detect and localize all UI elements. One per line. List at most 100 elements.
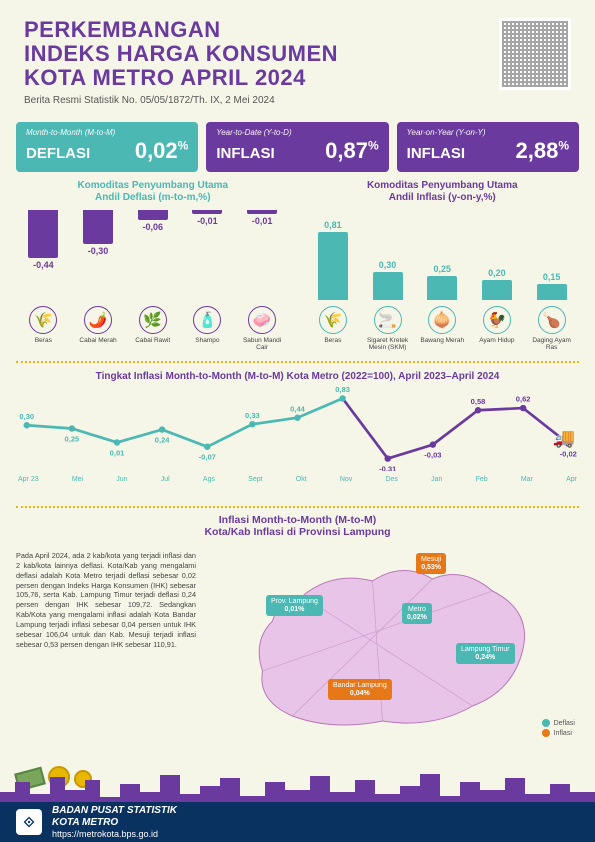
map-marker: Lampung Timur0,24% <box>456 643 515 664</box>
commodity-item: 🧼 Sabun Mandi Cair <box>240 306 284 351</box>
bar-value: -0,44 <box>33 260 54 270</box>
footer-org: BADAN PUSAT STATISTIK <box>52 805 177 816</box>
footer-org2: KOTA METRO <box>52 817 118 828</box>
bar-value: -0,30 <box>88 246 109 256</box>
title-line1: PERKEMBANGAN <box>24 18 571 42</box>
kpi-label: Year-to-Date (Y-to-D) <box>216 128 378 137</box>
svg-text:0,83: 0,83 <box>335 386 350 394</box>
kpi-name: INFLASI <box>216 145 274 162</box>
kpi-card: Year-to-Date (Y-to-D) INFLASI 0,87% <box>206 122 388 172</box>
map-wrap: Mesuji0,53% Prov. Lampung0,01% Metro0,02% L… <box>206 551 579 741</box>
kpi-name: INFLASI <box>407 145 465 162</box>
svg-text:0,24: 0,24 <box>155 435 170 444</box>
month-label: Jan <box>431 476 442 483</box>
footer: ⟐ BADAN PUSAT STATISTIK KOTA METRO https… <box>0 802 595 842</box>
bar-value: 0,15 <box>543 272 561 282</box>
kpi-value: 0,02% <box>135 138 189 164</box>
bar-value: -0,06 <box>142 222 163 232</box>
svg-text:0,33: 0,33 <box>245 411 260 420</box>
month-label: Mar <box>521 476 533 483</box>
bar-item: -0,01 <box>185 210 229 226</box>
bar-rect <box>482 280 512 300</box>
month-label: Okt <box>296 476 307 483</box>
subtitle: Berita Resmi Statistik No. 05/05/1872/Th… <box>24 95 571 106</box>
commodity-item: 🍗 Daging Ayam Ras <box>530 306 574 351</box>
map-marker: Mesuji0,53% <box>416 553 446 574</box>
kpi-label: Month-to-Month (M-to-M) <box>26 128 188 137</box>
legend-label: Inflasi <box>554 730 572 737</box>
kpi-value: 0,87% <box>325 138 379 164</box>
linechart-svg: 0,300,250,010,24-0,070,330,440,83-0,31-0… <box>16 386 579 471</box>
bar-value: -0,01 <box>197 216 218 226</box>
bar-rect <box>28 210 58 258</box>
commodity-label: Daging Ayam Ras <box>530 337 574 351</box>
commodity-label: Shampo <box>195 337 219 344</box>
month-label: Apr <box>566 476 577 483</box>
inflasi-title: Komoditas Penyumbang UtamaAndil Inflasi … <box>306 180 580 204</box>
footer-text: BADAN PUSAT STATISTIK KOTA METRO https:/… <box>52 805 177 840</box>
lampung-map <box>206 551 579 741</box>
month-label: Feb <box>476 476 488 483</box>
svg-text:0,01: 0,01 <box>110 448 125 457</box>
bar-rect <box>192 210 222 214</box>
legend-item: Deflasi <box>542 719 575 727</box>
month-label: Jun <box>116 476 127 483</box>
map-marker: Bandar Lampung0,04% <box>328 679 392 700</box>
inflasi-bars: 0,81 0,30 0,25 0,20 0,15 <box>306 210 580 300</box>
linechart: 0,300,250,010,24-0,070,330,440,83-0,31-0… <box>16 386 579 496</box>
commodity-section: Komoditas Penyumbang UtamaAndil Deflasi … <box>0 176 595 351</box>
bar-item: -0,30 <box>76 210 120 256</box>
svg-text:-0,31: -0,31 <box>379 464 396 471</box>
kpi-value: 2,88% <box>515 138 569 164</box>
kpi-card: Year-on-Year (Y-on-Y) INFLASI 2,88% <box>397 122 579 172</box>
commodity-item: 🌾 Beras <box>21 306 65 351</box>
commodity-item: 🧴 Shampo <box>185 306 229 351</box>
map-section: Pada April 2024, ada 2 kab/kota yang ter… <box>0 545 595 741</box>
svg-text:0,25: 0,25 <box>65 434 80 443</box>
commodity-icon: 🍗 <box>538 306 566 334</box>
deflasi-bars: -0,44 -0,30 -0,06 -0,01 -0,01 <box>16 210 290 300</box>
commodity-label: Cabai Rawit <box>135 337 170 344</box>
bar-item: 0,15 <box>530 272 574 300</box>
truck-icon: 🚚 <box>553 428 575 449</box>
legend-item: Inflasi <box>542 729 575 737</box>
inflasi-col: Komoditas Penyumbang UtamaAndil Inflasi … <box>306 180 580 351</box>
month-label: Ags <box>203 476 215 483</box>
map-marker: Prov. Lampung0,01% <box>266 595 323 616</box>
commodity-icon: 🚬 <box>374 306 402 334</box>
linechart-title: Tingkat Inflasi Month-to-Month (M-to-M) … <box>0 363 595 386</box>
bar-item: -0,01 <box>240 210 284 226</box>
header: PERKEMBANGAN INDEKS HARGA KONSUMEN KOTA … <box>0 0 595 114</box>
map-title: Inflasi Month-to-Month (M-to-M)Kota/Kab … <box>16 514 579 539</box>
map-marker: Metro0,02% <box>402 603 432 624</box>
bar-item: 0,25 <box>420 264 464 300</box>
bar-value: 0,81 <box>324 220 342 230</box>
commodity-item: 🚬 Sigaret Kretek Mesin (SKM) <box>366 306 410 351</box>
commodity-label: Beras <box>324 337 341 344</box>
month-label: Mei <box>72 476 83 483</box>
bar-item: 0,81 <box>311 220 355 300</box>
svg-text:-0,02: -0,02 <box>560 449 577 458</box>
deflasi-col: Komoditas Penyumbang UtamaAndil Deflasi … <box>16 180 290 351</box>
commodity-item: 🧅 Bawang Merah <box>420 306 464 351</box>
skyline <box>0 772 595 804</box>
inflasi-commodities: 🌾 Beras🚬 Sigaret Kretek Mesin (SKM)🧅 Baw… <box>306 306 580 351</box>
commodity-item: 🌿 Cabai Rawit <box>131 306 175 351</box>
commodity-icon: 🌶️ <box>84 306 112 334</box>
bar-item: -0,44 <box>21 210 65 270</box>
commodity-label: Sigaret Kretek Mesin (SKM) <box>366 337 410 351</box>
map-paragraph: Pada April 2024, ada 2 kab/kota yang ter… <box>16 551 196 741</box>
linechart-months: Apr 23MeiJunJulAgsSeptOktNovDesJanFebMar… <box>16 476 579 483</box>
legend-dot <box>542 729 550 737</box>
month-label: Des <box>385 476 397 483</box>
bar-rect <box>537 284 567 300</box>
kpi-name: DEFLASI <box>26 145 90 162</box>
bar-value: -0,01 <box>252 216 273 226</box>
commodity-label: Ayam Hidup <box>479 337 514 344</box>
legend-dot <box>542 719 550 727</box>
svg-text:0,62: 0,62 <box>516 394 531 403</box>
svg-text:0,30: 0,30 <box>19 412 34 421</box>
month-label: Apr 23 <box>18 476 39 483</box>
svg-text:0,58: 0,58 <box>471 397 486 406</box>
commodity-icon: 🌾 <box>29 306 57 334</box>
